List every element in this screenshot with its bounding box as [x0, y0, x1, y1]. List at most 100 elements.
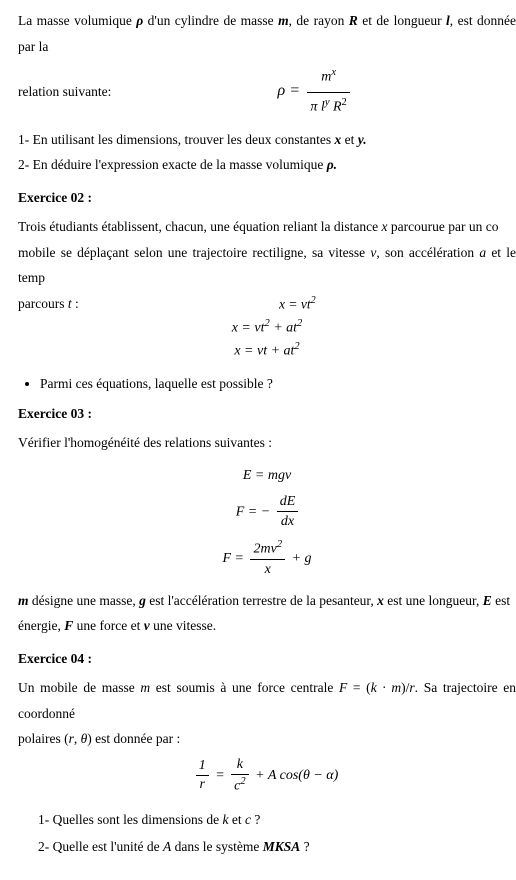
- text: est l'accélération terrestre de la pesan…: [146, 593, 377, 608]
- den: x: [250, 560, 285, 580]
- text: d'un cylindre de masse: [143, 13, 278, 28]
- ex01-q1: 1- En utilisant les dimensions, trouver …: [18, 127, 516, 153]
- ex01-intro-line2: relation suivante: ρ = mx π ly R2: [18, 63, 516, 121]
- sym-g: g: [139, 593, 146, 608]
- ex02-bullet: Parmi ces équations, laquelle est possib…: [40, 371, 516, 397]
- den-pil: π l: [310, 99, 324, 114]
- text: parcourue par un co: [388, 219, 499, 234]
- sym-km: k · m: [371, 680, 401, 695]
- eq-a: x = vt: [232, 321, 265, 336]
- text: Trois étudiants établissent, chacun, une…: [18, 219, 382, 234]
- ex02-title: Exercice 02 :: [18, 190, 516, 206]
- text: et de longueur: [358, 13, 446, 28]
- ex04-p1: Un mobile de masse m est soumis à une fo…: [18, 675, 516, 726]
- text: ?: [300, 839, 309, 854]
- sym-F: F: [339, 680, 347, 695]
- text: = (: [347, 680, 370, 695]
- text: relation suivante:: [18, 79, 111, 105]
- sym-y: y.: [358, 132, 367, 147]
- text: 2- En déduire l'expression exacte de la …: [18, 157, 327, 172]
- frac1: 1 r: [196, 757, 209, 794]
- num-sup: 2: [277, 539, 282, 550]
- ex02-eq1: x = vt2: [79, 291, 516, 317]
- sym-m: m: [18, 593, 29, 608]
- sym-x: x: [377, 593, 384, 608]
- text: est: [492, 593, 510, 608]
- ex04-title: Exercice 04 :: [18, 651, 516, 667]
- text: est soumis à une force centrale: [150, 680, 339, 695]
- text: énergie,: [18, 618, 64, 633]
- ex03-eq2: F = − dE dx: [18, 492, 516, 532]
- ex03-title: Exercice 03 :: [18, 406, 516, 422]
- ex04-eq: 1 r = k c2 + A cos(θ − α): [18, 756, 516, 796]
- sym-m: m: [140, 680, 150, 695]
- den: r: [196, 776, 209, 794]
- ex02-bullet-list: Parmi ces équations, laquelle est possib…: [40, 371, 516, 397]
- eq-b: + at: [270, 321, 297, 336]
- num-a: 2mv: [253, 542, 276, 557]
- ex03-desc-l1: m désigne une masse, g est l'accélératio…: [18, 588, 516, 614]
- frac2: k c2: [231, 756, 248, 796]
- tail: + A cos(θ − α): [255, 768, 338, 783]
- sym-R: R: [349, 13, 358, 28]
- ex03-eq1: E = mgv: [18, 466, 516, 486]
- sym-m: m: [278, 13, 289, 28]
- lhs: F =: [222, 551, 244, 566]
- num-m: m: [321, 70, 331, 85]
- formula-frac: mx π ly R2: [307, 63, 349, 121]
- text: ,: [74, 731, 81, 746]
- ex02-p2: mobile se déplaçant selon une trajectoir…: [18, 240, 516, 291]
- eq: x = vt: [279, 296, 311, 311]
- text: ?: [251, 812, 260, 827]
- ex02-eq3: x = vt + at2: [18, 340, 516, 361]
- text: La masse volumique: [18, 13, 136, 28]
- ex04-p2: polaires (r, θ) est donnée par :: [18, 726, 516, 752]
- num-exp: x: [331, 67, 336, 78]
- ex03-intro: Vérifier l'homogénéité des relations sui…: [18, 430, 516, 456]
- ex04-q2: 2- Quelle est l'unité de A dans le systè…: [38, 833, 516, 860]
- sym-E: E: [483, 593, 492, 608]
- tail: + g: [292, 551, 312, 566]
- eq-sign: =: [215, 768, 224, 783]
- text: :: [72, 296, 79, 311]
- ex04-q1: 1- Quelles sont les dimensions de k et c…: [38, 806, 516, 833]
- text: , son accélération: [376, 245, 479, 260]
- sym-theta: θ: [81, 731, 88, 746]
- text: et: [228, 812, 245, 827]
- ex02-p3: parcours t : x = vt2: [18, 291, 516, 317]
- num: 1: [196, 757, 209, 776]
- frac: dE dx: [277, 492, 299, 532]
- text: polaires (: [18, 731, 69, 746]
- num: k: [231, 756, 248, 775]
- sym-F: F: [64, 618, 73, 633]
- ex03-eq3: F = 2mv2 x + g: [18, 538, 516, 580]
- sup: 2: [311, 295, 316, 306]
- formula-lhs: ρ =: [278, 82, 300, 99]
- text: 1- Quelles sont les dimensions de: [38, 812, 222, 827]
- ex02-eq2: x = vt2 + at2: [18, 317, 516, 338]
- ex01-intro-line1: La masse volumique ρ d'un cylindre de ma…: [18, 8, 516, 59]
- ex02-p1: Trois étudiants établissent, chacun, une…: [18, 214, 516, 240]
- sym-rho2: ρ.: [327, 157, 337, 172]
- lhs: F = −: [236, 504, 270, 519]
- text: désigne une masse,: [29, 593, 140, 608]
- den: dx: [277, 512, 299, 532]
- sup: 2: [294, 341, 299, 352]
- ex03-desc-l2: énergie, F une force et v une vitesse.: [18, 613, 516, 639]
- text: ) est donnée par :: [87, 731, 180, 746]
- sym-mksa: MKSA: [263, 839, 301, 854]
- text: , de rayon: [289, 13, 349, 28]
- num: dE: [277, 492, 299, 513]
- den-sup: 2: [240, 776, 245, 787]
- text: une force et: [73, 618, 143, 633]
- den-exp-2: 2: [342, 97, 347, 108]
- frac: 2mv2 x: [250, 538, 285, 580]
- ex01-q2: 2- En déduire l'expression exacte de la …: [18, 152, 516, 178]
- eq-a: x = vt + at: [234, 344, 294, 359]
- text: et: [341, 132, 358, 147]
- text: 2- Quelle est l'unité de: [38, 839, 163, 854]
- text: est une longueur,: [384, 593, 483, 608]
- text: dans le système: [171, 839, 262, 854]
- text: une vitesse.: [150, 618, 216, 633]
- text: mobile se déplaçant selon une trajectoir…: [18, 245, 370, 260]
